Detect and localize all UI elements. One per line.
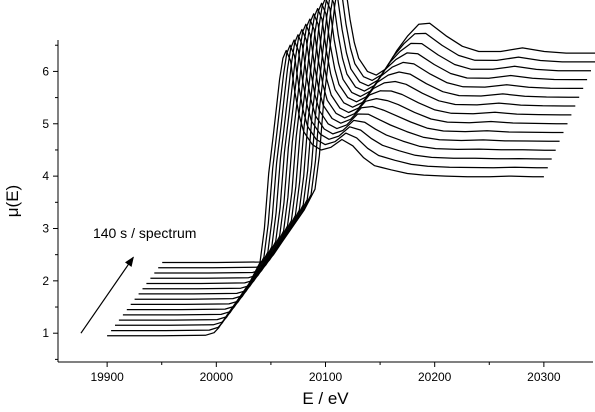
spectrum-line [158,0,595,269]
spectrum-line [107,49,544,337]
x-axis-title: E / eV [302,389,349,408]
y-tick-label: 5 [42,117,49,131]
spectrum-line [146,0,584,285]
spectra-group [107,0,595,337]
x-tick-label: 20100 [309,370,343,384]
x-tick-label: 20000 [200,370,234,384]
x-tick-label: 19900 [90,370,124,384]
time-annotation: 140 s / spectrum [93,225,197,241]
y-ticks: 1 2 3 4 5 6 [42,44,58,360]
y-tick-label: 1 [42,326,49,340]
time-arrow [80,256,134,334]
y-tick-label: 4 [42,169,49,183]
y-tick-label: 6 [42,64,49,78]
spectrum-line [142,2,580,290]
x-ticks: 19900 20000 20100 20200 20300 [90,362,561,384]
x-tick-label: 20200 [418,370,452,384]
x-tick-label: 20300 [527,370,561,384]
spectrum-line [154,0,591,274]
y-axis-title: μ(E) [3,185,22,217]
spectrum-line [150,0,588,279]
y-tick-label: 2 [42,274,49,288]
y-tick-label: 3 [42,221,49,235]
